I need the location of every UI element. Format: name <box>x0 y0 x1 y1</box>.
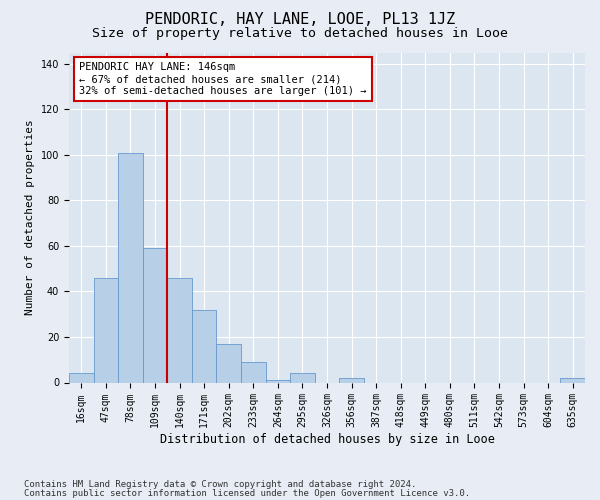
Bar <box>143 248 167 382</box>
Text: PENDORIC HAY LANE: 146sqm
← 67% of detached houses are smaller (214)
32% of semi: PENDORIC HAY LANE: 146sqm ← 67% of detac… <box>79 62 367 96</box>
Bar <box>290 374 315 382</box>
Bar <box>339 378 364 382</box>
Bar <box>94 278 118 382</box>
Text: Contains HM Land Registry data © Crown copyright and database right 2024.: Contains HM Land Registry data © Crown c… <box>24 480 416 489</box>
Bar <box>167 278 192 382</box>
Y-axis label: Number of detached properties: Number of detached properties <box>25 120 35 316</box>
X-axis label: Distribution of detached houses by size in Looe: Distribution of detached houses by size … <box>160 433 494 446</box>
Bar <box>118 152 143 382</box>
Bar <box>266 380 290 382</box>
Bar <box>69 374 94 382</box>
Text: Size of property relative to detached houses in Looe: Size of property relative to detached ho… <box>92 28 508 40</box>
Text: PENDORIC, HAY LANE, LOOE, PL13 1JZ: PENDORIC, HAY LANE, LOOE, PL13 1JZ <box>145 12 455 28</box>
Bar <box>217 344 241 383</box>
Bar <box>241 362 266 382</box>
Bar <box>560 378 585 382</box>
Text: Contains public sector information licensed under the Open Government Licence v3: Contains public sector information licen… <box>24 489 470 498</box>
Bar <box>192 310 217 382</box>
